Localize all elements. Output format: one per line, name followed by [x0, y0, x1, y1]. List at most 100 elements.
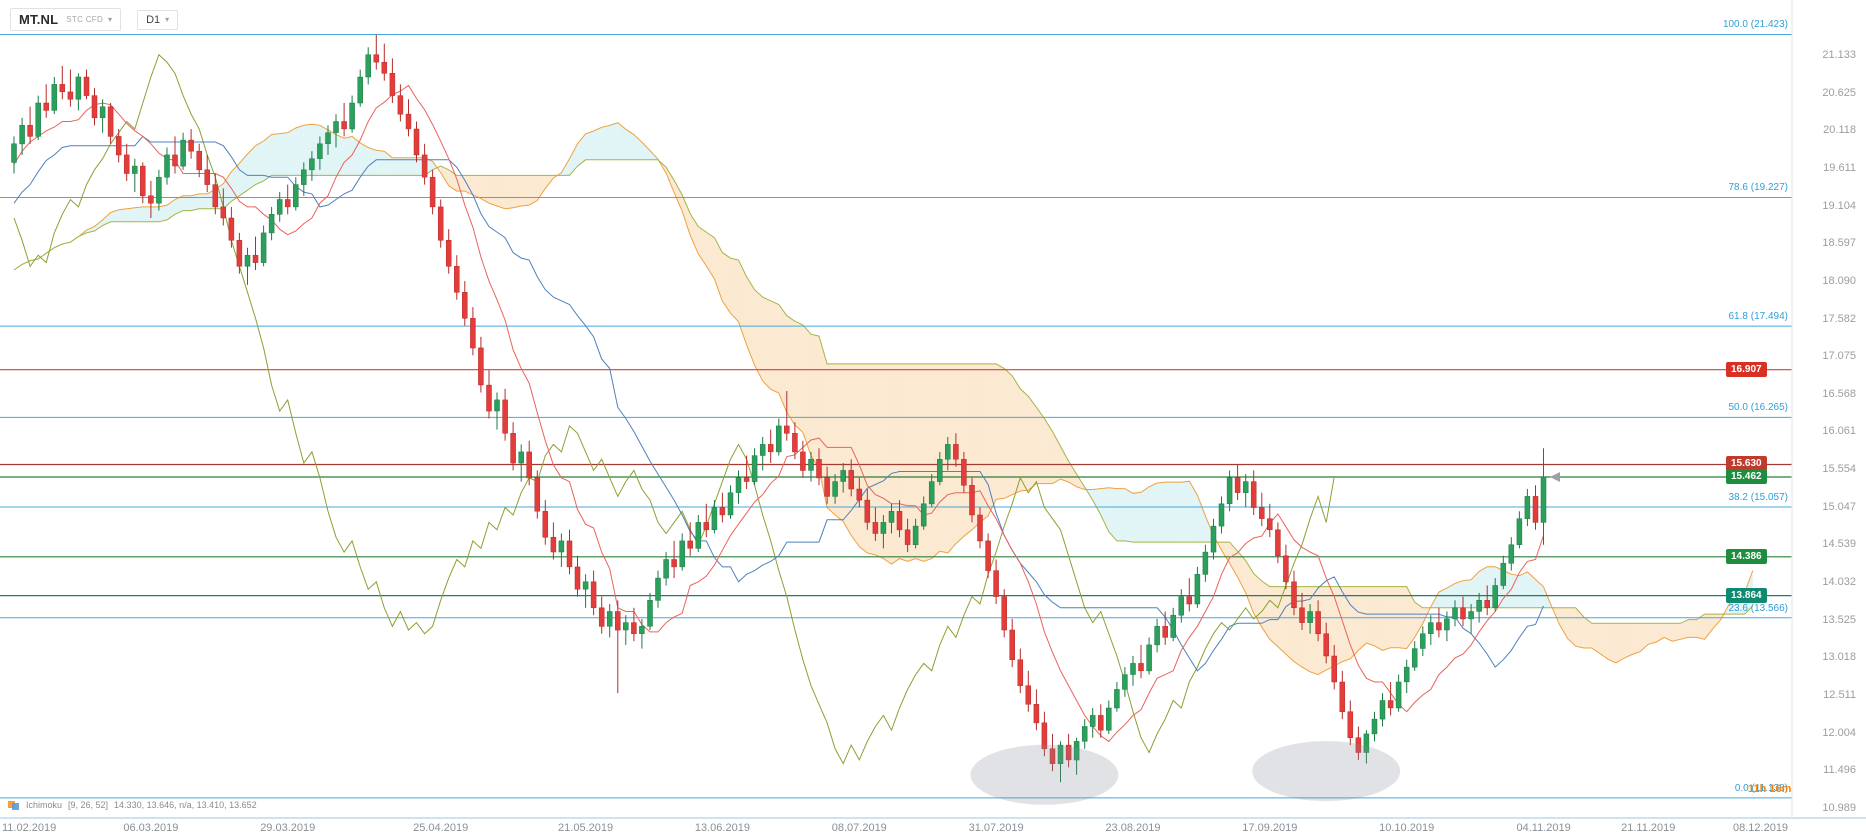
ichimoku-cloud: [617, 122, 626, 160]
candle: [695, 522, 702, 549]
ichimoku-cloud: [1173, 482, 1182, 543]
candle: [792, 433, 798, 453]
indicator-name: Ichimoku: [26, 800, 63, 810]
ichimoku-cloud: [843, 363, 852, 536]
candle: [928, 481, 935, 505]
candle: [1017, 659, 1024, 686]
ichimoku-cloud: [1688, 619, 1697, 638]
ichimoku-cloud: [134, 206, 143, 222]
candle: [43, 102, 49, 111]
candle: [776, 425, 782, 453]
ichimoku-cloud: [1052, 431, 1061, 484]
candle: [349, 102, 355, 130]
ichimoku-cloud: [980, 363, 989, 523]
ichimoku-cloud: [682, 195, 691, 236]
candle: [985, 540, 991, 571]
ichimoku-cloud: [513, 175, 522, 208]
ichimoku-cloud: [1165, 482, 1174, 543]
ichimoku-cloud: [1414, 602, 1423, 638]
candle: [1299, 607, 1305, 623]
ichimoku-cloud: [1253, 573, 1262, 628]
candle: [1122, 674, 1128, 690]
candle: [1025, 685, 1032, 705]
candle: [1250, 481, 1257, 508]
candle: [655, 577, 661, 601]
candle: [832, 481, 838, 497]
ichimoku-cloud: [239, 154, 248, 196]
candle: [478, 347, 484, 386]
candle: [470, 318, 476, 349]
candle: [1540, 476, 1547, 523]
ichimoku-cloud: [955, 363, 964, 544]
ichimoku-cloud: [1664, 623, 1673, 642]
candle: [1106, 707, 1112, 731]
last-price-marker: [1550, 472, 1560, 482]
candle: [397, 95, 404, 115]
candle: [606, 611, 613, 627]
ichimoku-cloud: [625, 129, 634, 160]
candle: [1049, 748, 1056, 764]
ichimoku-cloud: [907, 363, 916, 562]
candle: [824, 477, 830, 497]
ichimoku-cloud: [1455, 580, 1463, 608]
ichimoku-cloud: [1020, 388, 1029, 491]
candle: [276, 199, 283, 215]
candle: [623, 622, 629, 631]
candle: [228, 217, 235, 241]
ichimoku-cloud: [988, 363, 997, 516]
indicator-values: 14.330, 13.646, n/a, 13.410, 13.652: [114, 800, 257, 810]
ichimoku-cloud: [1607, 623, 1616, 663]
candle: [993, 570, 999, 597]
candle: [341, 121, 347, 130]
ichimoku-cloud: [1632, 623, 1641, 655]
candle: [437, 206, 444, 241]
ichimoku-cloud: [1068, 461, 1077, 487]
candle: [1098, 715, 1104, 731]
candle: [719, 507, 726, 516]
ichimoku-cloud: [706, 232, 715, 279]
ichimoku-cloud: [1463, 579, 1472, 608]
candle: [767, 444, 774, 453]
candle: [325, 132, 331, 145]
timeframe-selector[interactable]: D1 ▾: [137, 9, 179, 30]
indicator-legend[interactable]: Ichimoku [9, 26, 52] 14.330, 13.646, n/a…: [8, 799, 257, 811]
ichimoku-cloud: [1116, 488, 1125, 541]
candle: [260, 232, 267, 263]
ichimoku-cloud: [601, 125, 610, 160]
ichimoku-cloud: [1036, 407, 1045, 484]
candle: [429, 176, 436, 208]
candle: [35, 102, 41, 137]
candle: [293, 184, 299, 208]
candle: [389, 73, 396, 96]
candle: [107, 106, 114, 137]
ichimoku-cloud: [199, 193, 208, 209]
candle: [1210, 525, 1217, 553]
ichimoku-cloud: [1334, 586, 1343, 667]
ichimoku-cloud: [1704, 614, 1713, 640]
candle: [212, 184, 219, 208]
ichimoku-cloud: [1583, 617, 1592, 648]
candle: [164, 154, 170, 178]
ichimoku-cloud: [778, 304, 787, 413]
candle: [751, 455, 758, 482]
candle: [486, 384, 492, 412]
ichimoku-cloud: [1575, 607, 1584, 648]
candle: [1452, 607, 1458, 620]
candle: [445, 240, 452, 267]
candle: [1524, 496, 1531, 519]
ichimoku-cloud: [835, 363, 844, 522]
candle: [1363, 733, 1370, 753]
candle: [1202, 551, 1209, 575]
ichimoku-cloud: [1157, 482, 1166, 543]
candle: [188, 139, 194, 152]
indicator-icon: [8, 801, 19, 810]
ichimoku-cloud: [158, 205, 167, 222]
ichimoku-cloud: [754, 289, 763, 381]
ichimoku-cloud: [497, 175, 506, 209]
ichimoku-cloud: [1624, 623, 1633, 659]
ichimoku-cloud: [94, 219, 103, 231]
ichimoku-cloud: [641, 142, 650, 160]
ichimoku-cloud: [480, 175, 489, 204]
symbol-selector[interactable]: MT.NL STC CFD ▾: [10, 8, 122, 31]
